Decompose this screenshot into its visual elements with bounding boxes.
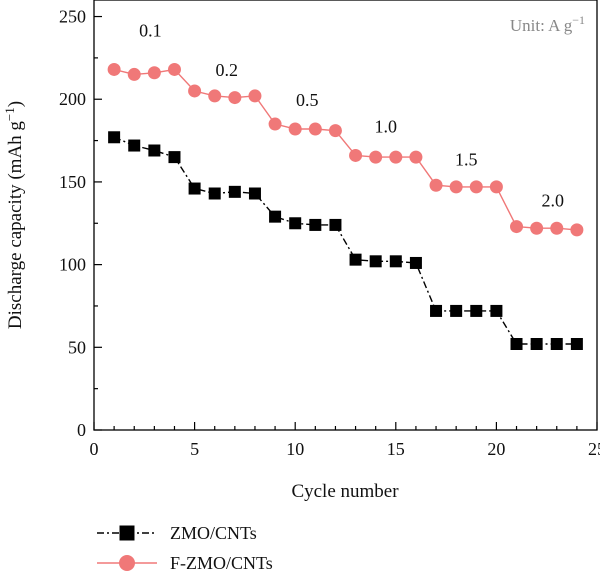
unit-label-main: Unit: A g — [510, 16, 573, 35]
data-point — [188, 182, 201, 195]
data-point — [530, 221, 544, 235]
legend-marker — [119, 555, 135, 571]
data-point — [107, 62, 121, 76]
data-point — [409, 256, 422, 269]
rate-annotation: 1.5 — [455, 149, 478, 169]
data-point — [188, 84, 202, 98]
x-tick-label: 20 — [487, 439, 505, 459]
data-point — [429, 178, 443, 192]
rate-annotation: 0.5 — [296, 90, 319, 110]
data-point — [450, 304, 463, 317]
unit-label: Unit: A g−1 — [510, 13, 585, 35]
data-point — [248, 89, 262, 103]
x-tick-label: 15 — [387, 439, 405, 459]
data-point — [228, 91, 242, 105]
series-line — [113, 68, 577, 231]
x-tick-label: 10 — [286, 439, 304, 459]
data-point — [389, 255, 402, 268]
data-point — [349, 148, 363, 162]
series-line — [113, 136, 577, 345]
x-tick-label: 5 — [190, 439, 199, 459]
data-point — [550, 221, 564, 235]
x-axis-label: Cycle number — [291, 481, 399, 502]
data-point — [570, 223, 584, 237]
data-point — [489, 180, 503, 194]
legend-item: F-ZMO/CNTs — [97, 553, 273, 573]
data-point — [449, 180, 463, 194]
data-point — [309, 218, 322, 231]
data-point — [369, 255, 382, 268]
x-tick-label: 25 — [588, 439, 600, 459]
data-point — [248, 187, 261, 200]
rate-annotations: 0.1 0.2 0.5 1.0 1.5 2.0 — [139, 20, 564, 210]
unit-label-sup: −1 — [572, 13, 585, 27]
data-point — [208, 89, 222, 103]
data-point — [530, 338, 543, 350]
data-point — [510, 338, 523, 350]
plot-frame — [93, 0, 598, 431]
data-point — [369, 150, 383, 164]
data-point — [167, 62, 181, 76]
data-point — [490, 304, 503, 317]
y-axis-label: Discharge capacity (mAh g−1) — [2, 101, 26, 329]
series-2 — [107, 62, 584, 237]
y-tick-label: 150 — [59, 172, 86, 192]
data-point — [470, 304, 483, 317]
data-point — [288, 122, 302, 136]
data-point — [409, 150, 423, 164]
y-tick-label: 50 — [68, 337, 86, 357]
data-point — [510, 220, 524, 234]
legend-marker — [119, 525, 135, 541]
x-axis-ticks: 0 5 10 15 20 25 — [90, 422, 600, 459]
data-point — [289, 217, 302, 230]
rate-annotation: 1.0 — [374, 116, 397, 136]
data-point — [389, 150, 403, 164]
y-tick-label: 250 — [59, 7, 86, 27]
y-tick-label: 100 — [59, 255, 86, 275]
data-point — [329, 218, 342, 231]
data-point — [108, 131, 121, 144]
y-tick-label: 0 — [77, 420, 86, 440]
data-point — [168, 151, 181, 164]
rate-annotation: 2.0 — [541, 191, 564, 211]
data-point — [430, 304, 443, 317]
legend-label: F-ZMO/CNTs — [170, 553, 273, 573]
rate-annotation: 0.2 — [216, 60, 239, 80]
data-point — [349, 253, 362, 266]
data-point — [328, 124, 342, 138]
rate-annotation: 0.1 — [139, 20, 162, 40]
y-axis-label-sup: −1 — [2, 107, 17, 121]
data-point — [148, 144, 161, 157]
legend: ZMO/CNTs F-ZMO/CNTs — [97, 523, 273, 573]
data-point — [469, 180, 483, 194]
data-point — [308, 122, 322, 136]
legend-item: ZMO/CNTs — [97, 523, 257, 543]
y-axis-label-main: Discharge capacity (mAh g — [5, 121, 26, 330]
y-axis-label-close: ) — [5, 101, 26, 107]
data-point — [147, 66, 161, 80]
data-point — [127, 67, 141, 81]
y-tick-label: 200 — [59, 89, 86, 109]
data-point — [128, 139, 141, 152]
x-tick-label: 0 — [90, 439, 99, 459]
data-point — [550, 338, 563, 350]
data-point — [208, 187, 221, 200]
data-point — [269, 210, 282, 223]
data-point — [570, 338, 583, 350]
data-point — [228, 185, 241, 198]
series-1 — [108, 131, 583, 350]
data-point — [268, 117, 282, 131]
y-axis-ticks: 0 50 100 150 200 250 — [59, 7, 102, 440]
legend-label: ZMO/CNTs — [170, 523, 257, 543]
series-group — [107, 62, 584, 350]
